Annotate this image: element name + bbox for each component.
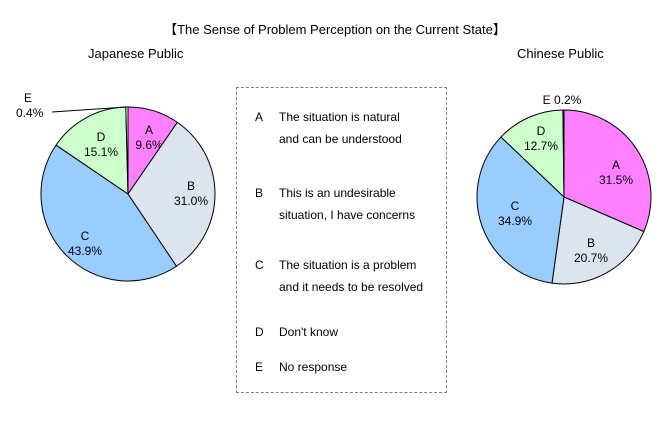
legend: A The situation is natural and can be un… (236, 87, 447, 393)
japan-slice-c (40, 144, 178, 282)
china-label-a-value: 31.5% (599, 173, 633, 187)
china-label-b-value: 20.7% (574, 251, 608, 265)
legend-text-b-line2: situation, I have concerns (279, 208, 416, 222)
legend-text-b-line1: This is an undesirable (279, 186, 396, 200)
china-slice-c (476, 136, 565, 284)
legend-key-c: C (255, 258, 264, 272)
legend-text-e: No response (279, 360, 348, 374)
chart-title: 【The Sense of Problem Perception on the … (164, 22, 506, 37)
legend-text-d: Don't know (279, 325, 338, 339)
china-label-c-key: C (511, 199, 520, 213)
china-label-a-key: A (612, 158, 620, 172)
chinese-pie-title: Chinese Public (517, 46, 604, 61)
japan-label-b-value: 31.0% (174, 194, 208, 208)
legend-key-e: E (255, 360, 264, 374)
japanese-pie-title: Japanese Public (88, 46, 184, 61)
china-slice-d (500, 109, 565, 199)
japan-label-a-value: 9.6% (135, 138, 163, 152)
legend-key-a: A (255, 110, 264, 124)
japan-label-b-key: B (187, 179, 195, 193)
china-label-d-value: 12.7% (524, 139, 558, 153)
japan-label-a-key: A (145, 123, 153, 137)
legend-text-a-line1: The situation is natural (279, 110, 400, 124)
japan-label-e-key: E (24, 91, 32, 105)
china-slice-e (562, 109, 565, 198)
china-label-e: E 0.2% (543, 93, 582, 107)
japan-label-d-key: D (97, 130, 106, 144)
legend-key-d: D (255, 325, 264, 339)
china-slice-b (551, 196, 645, 285)
japan-label-c-key: C (81, 229, 90, 243)
japan-label-d-value: 15.1% (84, 145, 118, 159)
legend-text-a-line2: and can be understood (279, 132, 402, 146)
japan-label-c-value: 43.9% (68, 244, 102, 258)
legend-text-c-line1: The situation is a problem (279, 258, 417, 272)
china-label-c-value: 34.9% (498, 214, 532, 228)
japan-leader-line-e (51, 106, 127, 113)
japan-slice-b (127, 121, 216, 267)
china-label-b-key: B (587, 236, 595, 250)
legend-key-b: B (255, 186, 264, 200)
china-label-d-key: D (537, 124, 546, 138)
legend-text-c-line2: and it needs to be resolved (279, 280, 424, 294)
china-slice-a (563, 109, 652, 233)
japan-label-e-value: 0.4% (16, 106, 44, 120)
